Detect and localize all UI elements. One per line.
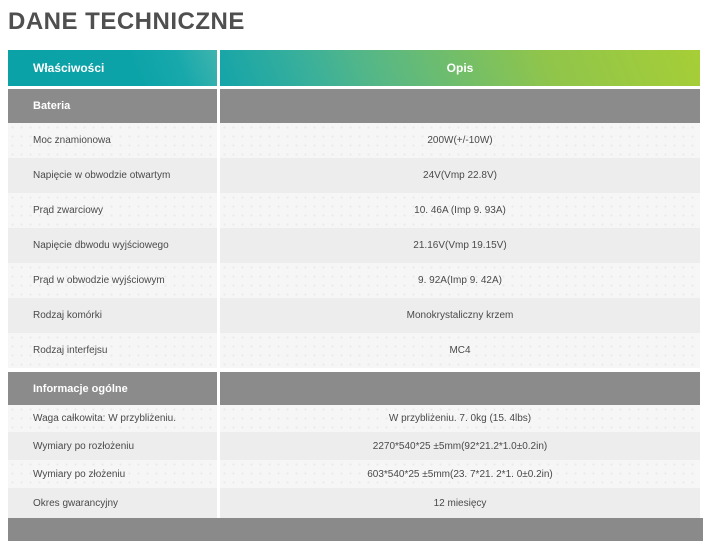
spec-value: W przybliżeniu. 7. 0kg (15. 4lbs) — [220, 405, 700, 432]
page-title: DANE TECHNICZNE — [8, 8, 245, 35]
column-header-description: Opis — [220, 50, 700, 86]
column-header-property: Właściwości — [8, 50, 220, 86]
table-row: Rodzaj interfejsu MC4 — [8, 333, 703, 368]
spec-value: 24V(Vmp 22.8V) — [220, 158, 700, 193]
table-row: Waga całkowita: W przybliżeniu. W przybl… — [8, 405, 703, 432]
section-title: Bateria — [8, 89, 220, 123]
table-row: Moc znamionowa 200W(+/-10W) — [8, 123, 703, 158]
spec-value: 2270*540*25 ±5mm(92*21.2*1.0±0.2in) — [220, 432, 700, 460]
spec-value: 200W(+/-10W) — [220, 123, 700, 158]
spec-label: Rodzaj interfejsu — [8, 333, 220, 368]
spec-label: Napięcie w obwodzie otwartym — [8, 158, 220, 193]
table-row: Wymiary po złożeniu 603*540*25 ±5mm(23. … — [8, 460, 703, 488]
spec-label: Prąd zwarciowy — [8, 193, 220, 228]
table-row: Prąd zwarciowy 10. 46A (Imp 9. 93A) — [8, 193, 703, 228]
table-row: Napięcie dbwodu wyjściowego 21.16V(Vmp 1… — [8, 228, 703, 263]
spec-label: Wymiary po złożeniu — [8, 460, 220, 488]
spec-value: MC4 — [220, 333, 700, 368]
spec-label: Waga całkowita: W przybliżeniu. — [8, 405, 220, 432]
spec-label: Prąd w obwodzie wyjściowym — [8, 263, 220, 298]
spec-value: 12 miesięcy — [220, 488, 700, 518]
table-row: Napięcie w obwodzie otwartym 24V(Vmp 22.… — [8, 158, 703, 193]
spec-value: 603*540*25 ±5mm(23. 7*21. 2*1. 0±0.2in) — [220, 460, 700, 488]
spec-label: Okres gwarancyjny — [8, 488, 220, 518]
spec-label: Moc znamionowa — [8, 123, 220, 158]
spec-value: 9. 92A(Imp 9. 42A) — [220, 263, 700, 298]
spec-label: Wymiary po rozłożeniu — [8, 432, 220, 460]
spec-value: 21.16V(Vmp 19.15V) — [220, 228, 700, 263]
spec-label: Napięcie dbwodu wyjściowego — [8, 228, 220, 263]
spec-table: Właściwości Opis Bateria Moc znamionowa … — [8, 50, 703, 541]
section-header-bateria: Bateria — [8, 89, 703, 123]
table-row: Okres gwarancyjny 12 miesięcy — [8, 488, 703, 518]
table-footer-bar — [8, 518, 703, 541]
section-header-filler — [220, 89, 700, 123]
section-title: Informacje ogólne — [8, 372, 220, 405]
section-header-informacje-ogolne: Informacje ogólne — [8, 372, 703, 405]
table-row: Prąd w obwodzie wyjściowym 9. 92A(Imp 9.… — [8, 263, 703, 298]
spec-value: Monokrystaliczny krzem — [220, 298, 700, 333]
section-header-filler — [220, 372, 700, 405]
spec-value: 10. 46A (Imp 9. 93A) — [220, 193, 700, 228]
spec-label: Rodzaj komórki — [8, 298, 220, 333]
table-row: Rodzaj komórki Monokrystaliczny krzem — [8, 298, 703, 333]
table-row: Wymiary po rozłożeniu 2270*540*25 ±5mm(9… — [8, 432, 703, 460]
table-header-row: Właściwości Opis — [8, 50, 703, 86]
